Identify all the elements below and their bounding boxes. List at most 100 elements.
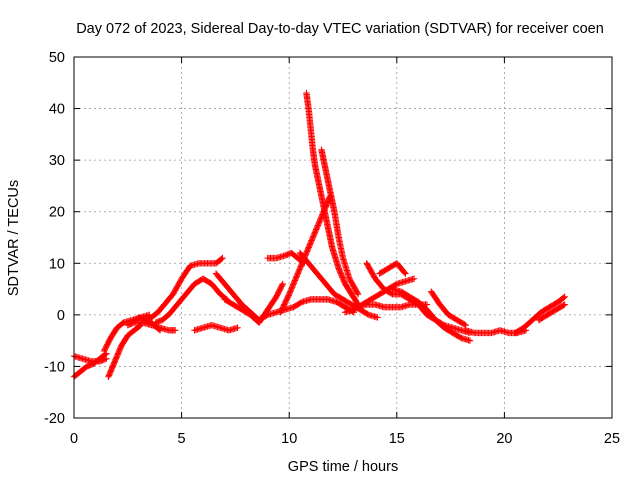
data-point <box>560 302 567 309</box>
data-point <box>466 337 474 344</box>
data-point <box>304 247 311 254</box>
data-point <box>287 288 294 295</box>
data-point <box>315 219 323 226</box>
series-track-r <box>296 249 381 321</box>
series-track-g <box>152 275 230 326</box>
data-point <box>218 255 225 263</box>
data-point <box>308 237 315 244</box>
y-tick-label: 0 <box>57 308 65 324</box>
data-points <box>70 89 568 380</box>
data-point <box>219 254 226 262</box>
data-point <box>311 230 318 237</box>
data-point <box>410 275 418 282</box>
series-track-i <box>191 321 241 334</box>
data-point <box>316 218 323 225</box>
data-point <box>307 238 315 246</box>
data-point <box>561 301 568 308</box>
series-track-c <box>105 321 144 380</box>
data-point <box>296 264 304 272</box>
data-point <box>298 260 306 268</box>
series-track-e <box>141 254 226 324</box>
data-point <box>292 274 300 281</box>
series-track-q <box>318 146 362 298</box>
data-point <box>402 270 409 277</box>
data-point <box>311 229 319 236</box>
series-track-h <box>124 319 179 334</box>
x-axis-label: GPS time / hours <box>288 459 398 475</box>
data-point <box>286 289 293 297</box>
y-tick-label: 50 <box>49 50 65 66</box>
data-point <box>291 278 298 286</box>
data-point <box>561 293 568 301</box>
x-axis-ticks: 0 5 10 15 20 25 <box>70 57 620 447</box>
x-tick-label: 15 <box>389 431 405 447</box>
data-point <box>354 291 362 298</box>
data-point <box>289 282 296 290</box>
data-point <box>297 263 304 270</box>
data-point <box>316 216 324 224</box>
plot-frame <box>73 56 613 419</box>
data-point <box>292 275 299 283</box>
data-point <box>278 282 286 289</box>
y-tick-label: 30 <box>49 153 65 169</box>
data-point <box>303 249 310 257</box>
x-tick-label: 20 <box>496 431 512 447</box>
series-track-k <box>221 296 263 326</box>
series-track-z2 <box>535 301 568 324</box>
data-point <box>296 266 303 273</box>
data-point <box>560 294 567 301</box>
series-track-y <box>462 327 530 337</box>
data-point <box>306 242 313 250</box>
data-point <box>303 248 311 255</box>
y-tick-label: 10 <box>49 256 65 272</box>
data-point <box>288 285 295 292</box>
data-point <box>294 271 301 279</box>
data-point <box>354 289 361 297</box>
x-tick-label: 25 <box>604 431 620 447</box>
x-tick-label: 5 <box>178 431 186 447</box>
x-tick-label: 0 <box>70 431 78 447</box>
y-tick-label: 20 <box>49 205 65 221</box>
data-point <box>309 234 316 242</box>
data-point <box>103 355 110 362</box>
data-point <box>287 286 295 294</box>
data-point <box>279 280 286 288</box>
data-point <box>310 231 318 239</box>
data-point <box>305 244 312 251</box>
series-track-b <box>70 352 110 365</box>
data-point <box>461 321 468 328</box>
data-point <box>304 245 312 253</box>
y-tick-label: -10 <box>44 359 65 375</box>
data-point <box>295 269 302 276</box>
data-point <box>307 240 314 247</box>
data-point <box>288 284 296 291</box>
series-track-p <box>303 89 362 308</box>
x-tick-label: 10 <box>281 431 297 447</box>
series-track-x <box>428 288 469 329</box>
y-axis-ticks: -20 -10 0 10 20 30 40 50 <box>44 50 612 427</box>
chart-title: Day 072 of 2023, Sidereal Day-to-day VTE… <box>76 21 604 37</box>
series-track-u <box>354 301 431 311</box>
data-point <box>313 225 320 232</box>
y-tick-label: 40 <box>49 102 65 118</box>
grid-lines <box>74 57 612 418</box>
data-point <box>401 269 408 276</box>
y-tick-label: -20 <box>44 411 65 427</box>
data-point <box>290 280 297 287</box>
data-point <box>286 291 293 298</box>
data-point <box>310 233 317 240</box>
data-point <box>308 236 316 243</box>
data-point <box>171 327 179 334</box>
data-point <box>315 220 322 228</box>
data-point <box>293 273 300 280</box>
data-point <box>314 223 321 231</box>
data-point <box>312 227 319 235</box>
data-point <box>317 215 324 222</box>
series-track-v <box>376 260 409 277</box>
data-point <box>291 277 299 284</box>
data-point <box>312 226 320 233</box>
data-point <box>234 324 241 331</box>
data-point <box>295 267 303 275</box>
data-point <box>290 281 297 288</box>
